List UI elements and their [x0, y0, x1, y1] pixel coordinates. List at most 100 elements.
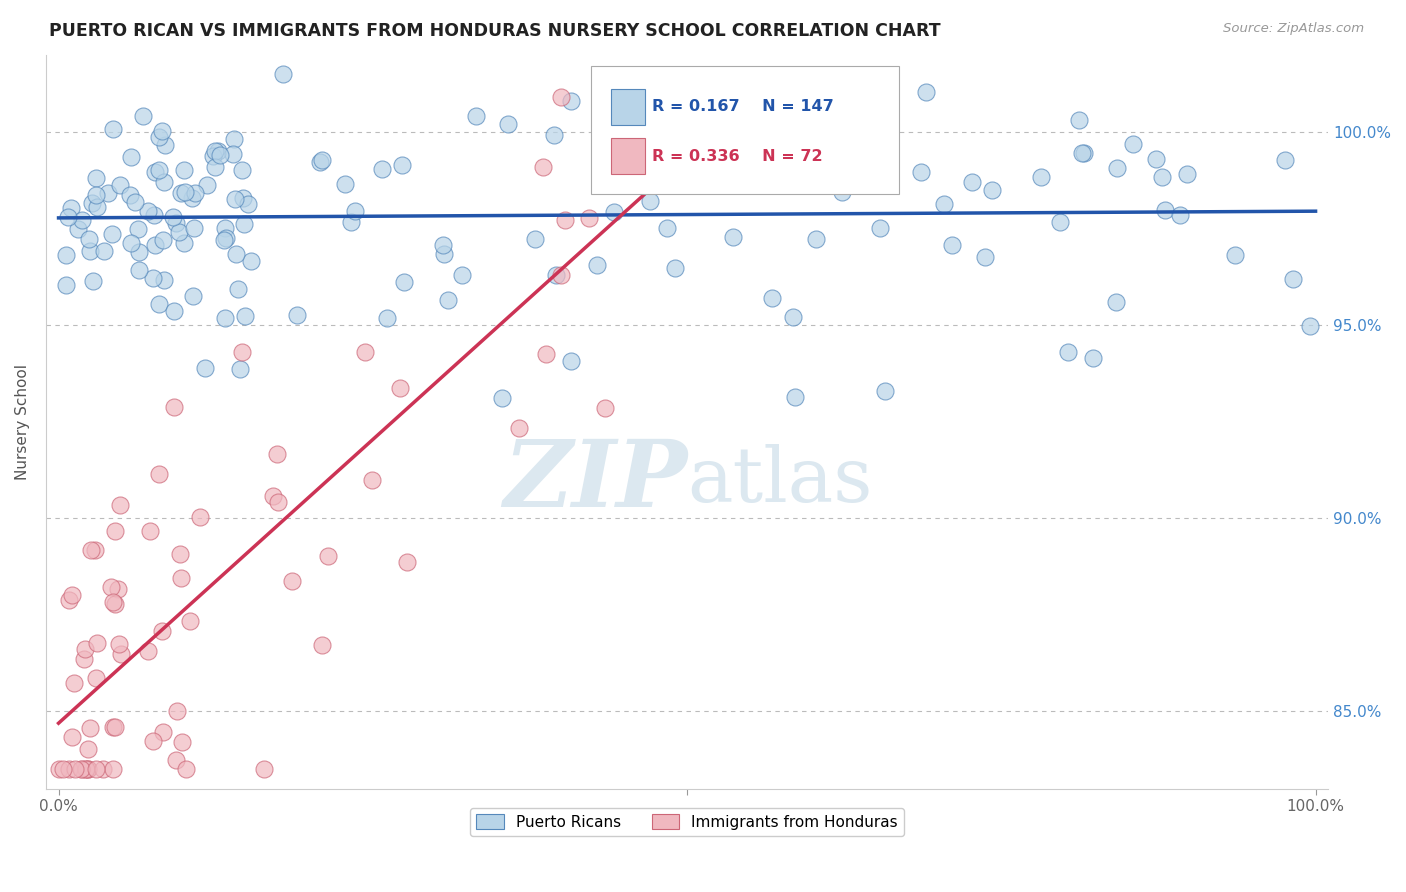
- Point: [107, 637, 129, 651]
- Point: [395, 556, 418, 570]
- Point: [84, 762, 107, 776]
- Point: [1274, 153, 1296, 168]
- Point: [724, 135, 747, 149]
- Point: [451, 268, 474, 283]
- Point: [375, 311, 398, 326]
- Point: [155, 138, 177, 153]
- Point: [1154, 203, 1177, 218]
- Point: [657, 220, 679, 235]
- Point: [433, 247, 456, 261]
- Point: [52, 762, 75, 776]
- Point: [202, 149, 225, 163]
- Point: [204, 160, 226, 174]
- Point: [391, 158, 413, 172]
- Point: [354, 345, 377, 359]
- Point: [785, 390, 807, 404]
- Point: [491, 391, 513, 405]
- Point: [1299, 318, 1322, 333]
- Point: [534, 347, 557, 361]
- Point: [86, 200, 108, 214]
- Point: [214, 311, 236, 326]
- Point: [915, 85, 938, 99]
- Point: [1225, 248, 1247, 262]
- Point: [180, 190, 202, 204]
- Point: [233, 217, 256, 231]
- Point: [104, 597, 127, 611]
- Point: [233, 310, 256, 324]
- Point: [980, 182, 1002, 196]
- Point: [77, 741, 100, 756]
- Point: [148, 297, 170, 311]
- Point: [59, 201, 82, 215]
- Point: [86, 636, 108, 650]
- Point: [910, 165, 932, 179]
- Text: Source: ZipAtlas.com: Source: ZipAtlas.com: [1223, 22, 1364, 36]
- Text: atlas: atlas: [688, 443, 873, 517]
- Point: [524, 232, 547, 246]
- Point: [389, 381, 412, 395]
- Y-axis label: Nursery School: Nursery School: [15, 364, 30, 480]
- Point: [80, 196, 103, 211]
- Point: [165, 753, 187, 767]
- FancyBboxPatch shape: [612, 138, 645, 174]
- Point: [814, 88, 837, 103]
- Point: [664, 261, 686, 276]
- Point: [1282, 272, 1305, 286]
- Point: [142, 734, 165, 748]
- Point: [136, 204, 159, 219]
- Point: [55, 248, 77, 262]
- Point: [371, 162, 394, 177]
- Point: [184, 186, 207, 200]
- Point: [75, 762, 97, 776]
- Point: [55, 278, 77, 293]
- Point: [432, 238, 454, 252]
- Point: [1105, 161, 1128, 176]
- Point: [543, 128, 565, 143]
- Point: [550, 268, 572, 282]
- Text: R = 0.167    N = 147: R = 0.167 N = 147: [652, 99, 834, 114]
- Point: [162, 210, 184, 224]
- Point: [150, 124, 173, 138]
- Point: [118, 188, 141, 202]
- Point: [1105, 295, 1128, 310]
- Point: [271, 67, 294, 81]
- Point: [361, 473, 384, 487]
- Point: [308, 154, 330, 169]
- Point: [776, 131, 799, 145]
- Point: [208, 148, 231, 162]
- Point: [100, 580, 122, 594]
- Point: [436, 293, 458, 308]
- Point: [859, 135, 882, 149]
- Point: [107, 582, 129, 597]
- Text: R = 0.336    N = 72: R = 0.336 N = 72: [652, 149, 823, 164]
- Point: [60, 731, 83, 745]
- Point: [143, 208, 166, 222]
- Point: [181, 289, 204, 303]
- Point: [1122, 137, 1144, 152]
- Point: [101, 122, 124, 136]
- Point: [170, 571, 193, 585]
- Point: [1152, 170, 1174, 185]
- Point: [281, 574, 304, 588]
- Point: [127, 221, 149, 235]
- Point: [806, 232, 828, 246]
- Point: [169, 547, 191, 561]
- Point: [101, 595, 124, 609]
- Point: [153, 175, 176, 189]
- Point: [776, 136, 799, 150]
- Point: [124, 195, 146, 210]
- Point: [228, 361, 250, 376]
- Point: [84, 170, 107, 185]
- Point: [232, 191, 254, 205]
- Point: [120, 235, 142, 250]
- Point: [79, 721, 101, 735]
- Point: [560, 353, 582, 368]
- Point: [1168, 208, 1191, 222]
- Point: [128, 263, 150, 277]
- Point: [1071, 146, 1094, 161]
- Point: [77, 762, 100, 776]
- Point: [97, 186, 120, 201]
- Point: [225, 247, 247, 261]
- Point: [143, 237, 166, 252]
- Point: [602, 205, 624, 219]
